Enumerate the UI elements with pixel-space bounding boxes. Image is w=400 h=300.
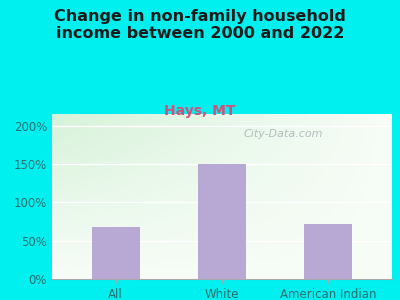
Text: Hays, MT: Hays, MT [164, 103, 236, 118]
Text: Change in non-family household
income between 2000 and 2022: Change in non-family household income be… [54, 9, 346, 41]
Text: City-Data.com: City-Data.com [244, 129, 323, 139]
Bar [304, 224, 352, 279]
Bar [198, 164, 246, 279]
Bar [92, 227, 140, 279]
